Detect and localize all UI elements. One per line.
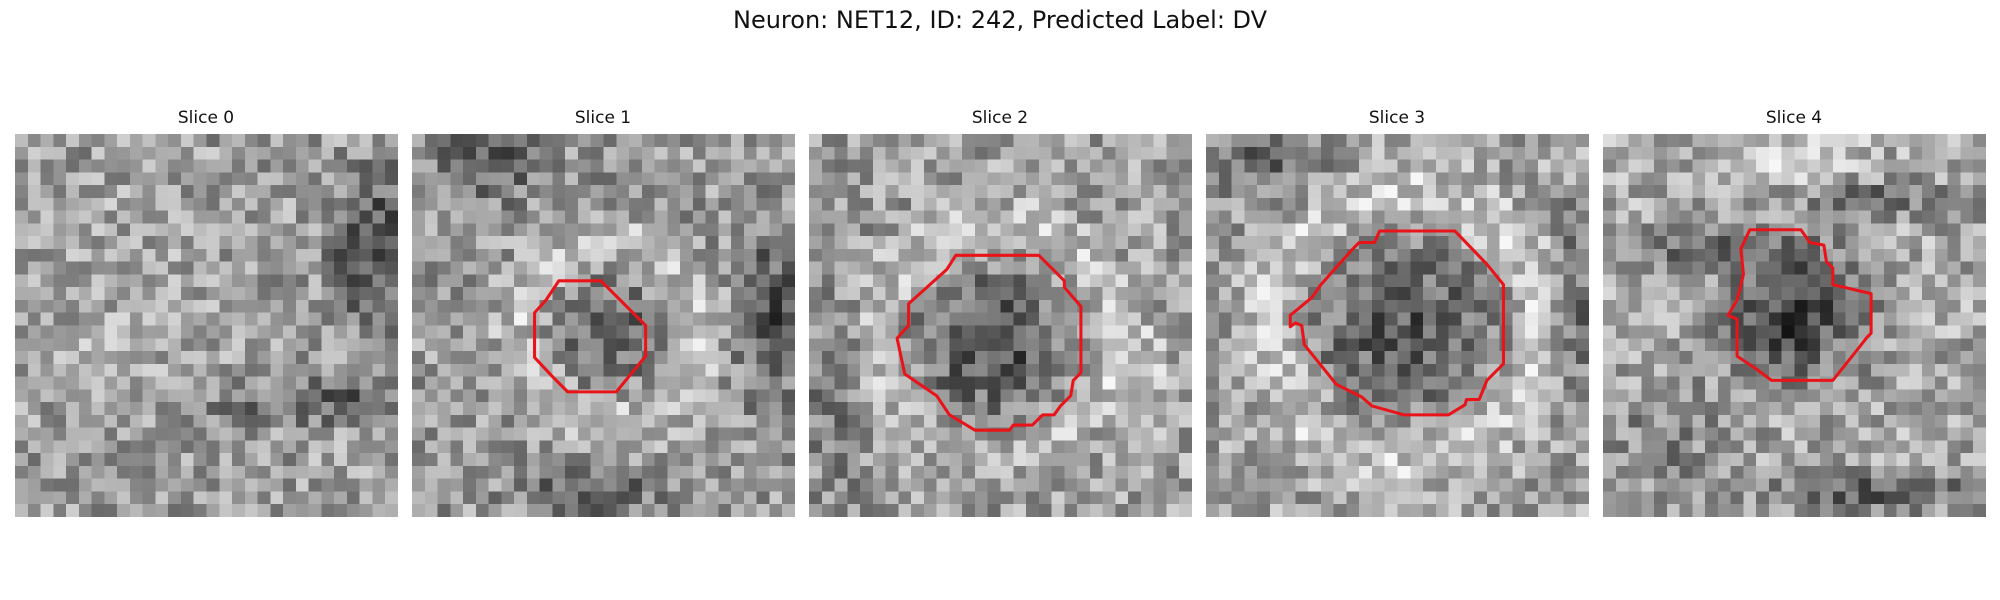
- slice-image-2: [809, 134, 1192, 517]
- slice-image-4: [1603, 134, 1986, 517]
- segmentation-contour: [533, 279, 648, 394]
- microscopy-pixels: [1603, 134, 1986, 517]
- panel-title-slice-2: Slice 2: [971, 108, 1029, 128]
- microscopy-pixels: [412, 134, 795, 517]
- panel-title-slice-0: Slice 0: [177, 108, 235, 128]
- figure-title: Neuron: NET12, ID: 242, Predicted Label:…: [732, 6, 1268, 34]
- microscopy-pixels: [809, 134, 1192, 517]
- microscopy-pixels: [1206, 134, 1589, 517]
- segmentation-contour: [1726, 228, 1873, 382]
- slice-image-3: [1206, 134, 1589, 517]
- panel-title-slice-4: Slice 4: [1765, 108, 1823, 128]
- panel-title-slice-1: Slice 1: [574, 108, 632, 128]
- panel-title-slice-3: Slice 3: [1368, 108, 1426, 128]
- microscopy-pixels: [15, 134, 398, 517]
- segmentation-contour: [895, 253, 1083, 432]
- segmentation-contour: [1288, 229, 1505, 417]
- slice-image-1: [412, 134, 795, 517]
- slice-image-0: [15, 134, 398, 517]
